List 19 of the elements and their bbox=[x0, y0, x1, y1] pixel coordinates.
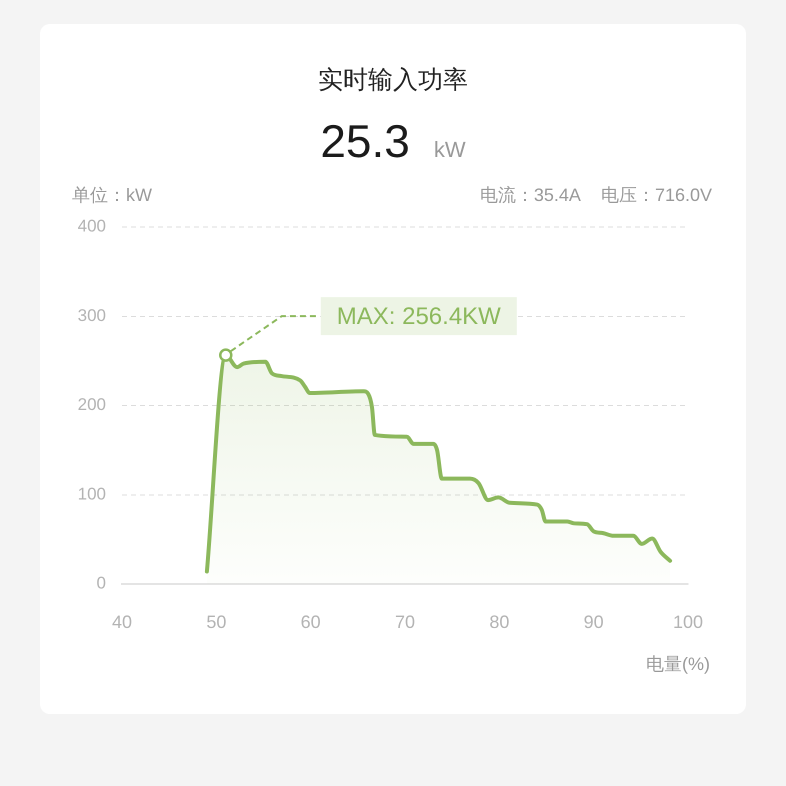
chart-title: 实时输入功率 bbox=[317, 65, 469, 96]
y-tick-label: 0 bbox=[96, 574, 106, 593]
y-tick-label: 100 bbox=[78, 484, 106, 504]
x-tick-label: 100 bbox=[672, 612, 704, 632]
x-tick-label: 90 bbox=[584, 612, 604, 632]
x-tick-label: 60 bbox=[300, 612, 321, 632]
x-tick-label: 70 bbox=[394, 612, 416, 632]
annotation: MAX: 256.4KW bbox=[336, 302, 502, 330]
text: 电压：716.0V bbox=[600, 185, 712, 205]
x-tick-label: 80 bbox=[489, 612, 510, 632]
y-tick-label: 300 bbox=[78, 306, 106, 325]
x-axis-title: 电量(%) bbox=[646, 654, 710, 674]
x-tick-label: 50 bbox=[206, 612, 226, 632]
y-tick-label: 200 bbox=[78, 395, 106, 414]
y-tick-label: 400 bbox=[78, 216, 106, 236]
y-axis-title: 单位：kW bbox=[72, 184, 152, 207]
x-tick-label: 40 bbox=[112, 612, 132, 632]
text: 电流：35.4A bbox=[480, 185, 581, 205]
chart-subtitle: 25.3 kW bbox=[320, 115, 466, 167]
